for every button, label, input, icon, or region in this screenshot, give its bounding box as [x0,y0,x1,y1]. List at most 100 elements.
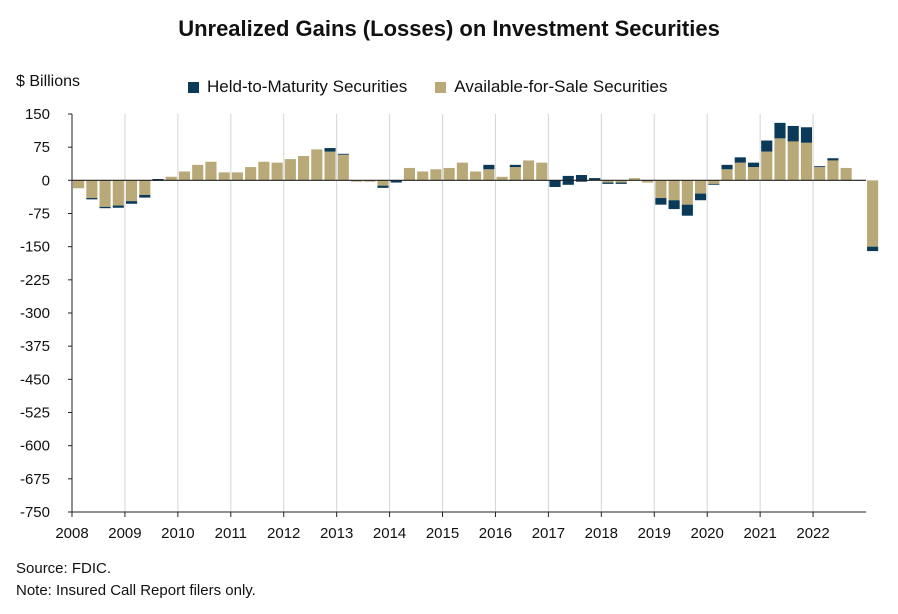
bar-htm [761,140,773,152]
footnote: Note: Insured Call Report filers only. [16,582,256,599]
bar-afs [284,159,296,181]
bar-afs [628,178,640,181]
bar-afs [231,172,243,181]
x-tick-label: 2008 [55,525,88,542]
bar-htm [575,175,588,182]
bar-afs [800,142,813,181]
bar-htm [721,164,733,170]
bar-afs [522,160,535,181]
bar-afs [86,180,98,199]
y-tick-label: -150 [20,239,50,256]
x-tick-label: 2022 [796,525,829,542]
bar-htm [86,198,98,200]
bar-afs [721,169,733,181]
bar-htm [390,180,402,183]
legend-label-afs: Available-for-Sale Securities [454,77,668,96]
bar-afs [271,162,283,181]
bar-htm [139,194,151,198]
bar-afs [747,167,760,181]
legend-item-afs: Available-for-Sale Securities [435,77,668,97]
bar-afs [602,180,614,183]
bar-htm [509,164,521,168]
bar-htm [602,182,614,184]
bar-afs [324,151,336,181]
bar-afs [350,180,363,182]
bar-htm [867,246,879,252]
bar-htm [615,182,627,184]
bar-afs [73,180,85,189]
y-tick-label: -675 [20,471,50,488]
bar-afs [364,180,376,182]
bar-htm [800,127,813,143]
x-tick-label: 2012 [267,525,300,542]
bar-afs [192,164,204,181]
y-axis-unit-label: $ Billions [16,73,81,90]
bar-afs [125,180,138,202]
bar-afs [668,180,680,201]
bar-htm [125,201,138,204]
y-tick-label: -525 [20,405,50,422]
bar-afs [642,180,654,183]
bar-afs [112,180,124,206]
bar-htm [747,162,760,168]
bar-afs [165,176,177,181]
bar-htm [549,180,561,187]
bar-afs [734,162,746,181]
bar-afs [681,180,693,205]
legend-item-htm: Held-to-Maturity Securities [188,77,407,97]
bar-afs [417,171,429,181]
bar-afs [99,180,111,207]
bar-afs [536,162,548,181]
bar-htm [734,157,746,163]
legend: Held-to-Maturity Securities Available-fo… [188,77,668,97]
bar-afs [403,167,416,181]
bar-htm [324,148,336,152]
bar-htm [112,205,124,208]
x-tick-label: 2014 [373,525,406,542]
bar-htm [827,158,839,161]
y-tick-label: -375 [20,338,50,355]
x-tick-label: 2009 [108,525,141,542]
bar-afs [298,156,310,181]
bar-htm [814,166,826,168]
chart-title: Unrealized Gains (Losses) on Investment … [178,16,720,41]
y-tick-label: -75 [28,206,50,223]
bar-afs [774,138,786,181]
x-tick-label: 2020 [691,525,724,542]
bar-htm [655,198,667,205]
x-tick-label: 2017 [532,525,565,542]
bar-afs [443,167,455,181]
bar-htm [681,204,693,216]
bar-afs [470,171,482,181]
bar-htm [377,185,389,188]
bar-afs [509,167,521,181]
bar-afs [337,154,349,181]
bar-afs [761,151,773,181]
bar-afs [615,180,627,183]
y-tick-label: -300 [20,305,50,322]
bar-afs [827,160,839,181]
bar-afs [708,180,720,184]
bar-afs [430,169,442,181]
bar-afs [178,171,191,181]
x-tick-label: 2018 [585,525,618,542]
bar-htm [668,200,680,210]
bar-afs [245,167,257,181]
bar-afs [456,162,468,181]
y-tick-label: -450 [20,371,50,388]
x-tick-label: 2021 [743,525,776,542]
x-tick-label: 2015 [426,525,459,542]
bar-afs [483,169,495,181]
bar-afs [139,180,151,195]
x-tick-label: 2016 [479,525,512,542]
bar-afs [218,172,230,181]
x-tick-label: 2019 [638,525,671,542]
y-tick-label: 0 [42,172,50,189]
x-tick-label: 2011 [215,525,247,542]
bar-htm [337,153,349,155]
legend-swatch-afs [435,81,447,93]
bar-afs [205,161,217,181]
bar-afs [655,180,667,199]
bar-htm [589,178,601,181]
